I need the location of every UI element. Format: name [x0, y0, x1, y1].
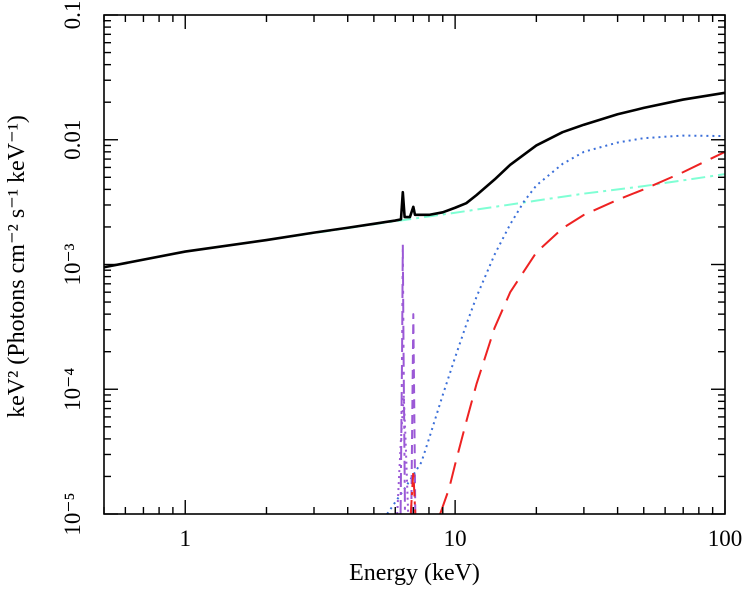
plot-frame	[103, 14, 726, 515]
x-tick-label: 10	[444, 526, 467, 551]
x-tick-label: 1	[179, 526, 191, 551]
series-layer	[104, 91, 725, 514]
series-fe-line-7-0-kev	[410, 313, 417, 514]
y-tick-label: 0.1	[60, 1, 85, 30]
series-power-law-continuum	[104, 173, 725, 269]
y-tick-label: 0.01	[60, 120, 85, 160]
series-total	[104, 91, 725, 269]
y-tick-label: 10⁻³	[60, 243, 85, 285]
label-layer: 1 10 100 10⁻⁵ 10⁻⁴ 10⁻³ 0.01 0.1	[60, 1, 742, 551]
y-axis-title: keV² (Photons cm⁻² s⁻¹ keV⁻¹)	[4, 115, 30, 418]
x-axis-title: Energy (keV)	[349, 560, 480, 586]
series-fe-line-6-4-kev	[399, 243, 406, 514]
series-fe-line-6-4-kev-reflected	[396, 393, 410, 514]
x-tick-label: 100	[708, 526, 743, 551]
series-reflection-component	[386, 134, 725, 514]
series-hard-component	[439, 150, 725, 514]
y-tick-label: 10⁻⁵	[60, 492, 85, 535]
tick-layer	[103, 14, 726, 515]
y-tick-label: 10⁻⁴	[60, 368, 85, 411]
